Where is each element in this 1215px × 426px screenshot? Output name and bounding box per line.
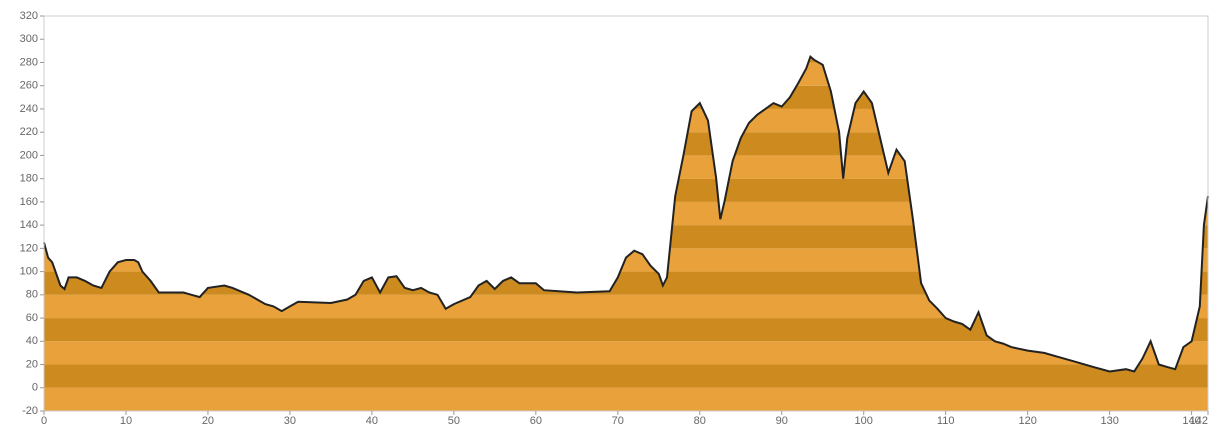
- x-tick-label: 142: [1190, 415, 1208, 426]
- y-tick-label: 100: [20, 265, 38, 277]
- y-tick-label: 0: [32, 382, 38, 394]
- y-tick-label: 200: [20, 149, 38, 161]
- y-tick-label: 120: [20, 242, 38, 254]
- band: [44, 271, 1208, 295]
- band: [44, 201, 1208, 226]
- x-tick-label: 10: [120, 415, 132, 426]
- x-tick-label: 80: [694, 415, 706, 426]
- y-tick-label: 20: [26, 358, 38, 370]
- y-tick-label: -20: [22, 405, 38, 417]
- band: [44, 155, 1208, 179]
- y-tick-label: 240: [20, 103, 38, 115]
- y-tick-label: 220: [20, 126, 38, 138]
- band: [44, 108, 1208, 133]
- y-tick-label: 60: [26, 312, 38, 324]
- x-tick-label: 60: [530, 415, 542, 426]
- band: [44, 225, 1208, 249]
- x-tick-label: 120: [1018, 415, 1036, 426]
- x-tick-label: 100: [855, 415, 873, 426]
- y-tick-label: 300: [20, 33, 38, 45]
- y-tick-label: 180: [20, 173, 38, 185]
- x-tick-label: 70: [612, 415, 624, 426]
- band: [44, 387, 1208, 411]
- band: [44, 341, 1208, 365]
- band: [44, 132, 1208, 156]
- y-tick-label: 320: [20, 10, 38, 22]
- y-tick-label: 160: [20, 196, 38, 208]
- x-tick-label: 50: [448, 415, 460, 426]
- x-tick-label: 140: [1182, 415, 1200, 426]
- band: [44, 178, 1208, 202]
- band: [44, 62, 1208, 86]
- x-tick-label: 90: [776, 415, 788, 426]
- x-tick-label: 20: [202, 415, 214, 426]
- x-tick-label: 130: [1100, 415, 1118, 426]
- plot-frame: [43, 15, 1209, 412]
- band: [44, 294, 1208, 319]
- x-tick-label: 30: [284, 415, 296, 426]
- y-tick-label: 260: [20, 80, 38, 92]
- y-tick-label: 140: [20, 219, 38, 231]
- x-tick-label: 40: [366, 415, 378, 426]
- band: [44, 364, 1208, 388]
- y-tick-label: 40: [26, 335, 38, 347]
- x-tick-label: 110: [937, 415, 955, 426]
- band: [44, 85, 1208, 109]
- y-tick-label: 80: [26, 289, 38, 301]
- band: [44, 56, 1208, 63]
- y-tick-label: 280: [20, 56, 38, 68]
- x-tick-label: 0: [41, 415, 47, 426]
- profile-line: [43, 55, 1209, 373]
- band: [44, 16, 1208, 39]
- band: [44, 318, 1208, 342]
